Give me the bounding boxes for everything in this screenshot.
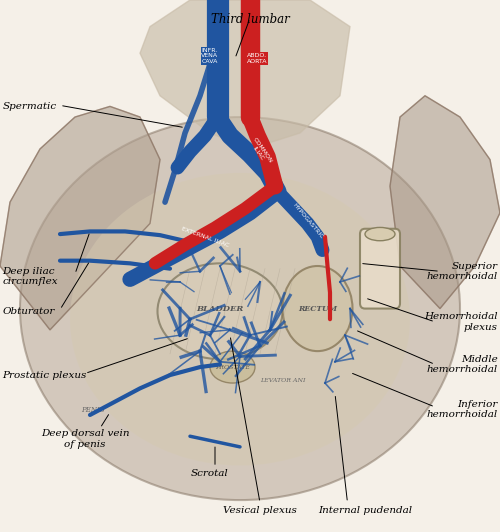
Text: PROSTATE: PROSTATE: [215, 364, 250, 370]
Text: COMMON
ILIAC: COMMON ILIAC: [247, 136, 273, 167]
Ellipse shape: [20, 117, 460, 500]
Text: Vesical plexus: Vesical plexus: [223, 506, 297, 515]
Text: RECTUM: RECTUM: [298, 304, 337, 313]
Text: Superior
hemorrhoidal: Superior hemorrhoidal: [426, 262, 498, 281]
Text: Obturator: Obturator: [2, 307, 55, 315]
Text: BLADDER: BLADDER: [196, 304, 244, 313]
Polygon shape: [0, 106, 160, 330]
Text: Spermatic: Spermatic: [2, 102, 56, 111]
Text: Scrotal: Scrotal: [191, 469, 229, 478]
Ellipse shape: [158, 263, 282, 359]
Text: ABDO.
AORTA: ABDO. AORTA: [247, 53, 268, 64]
Ellipse shape: [70, 173, 410, 466]
Text: Third lumbar: Third lumbar: [210, 13, 290, 26]
Polygon shape: [390, 96, 500, 309]
FancyBboxPatch shape: [360, 229, 400, 309]
Polygon shape: [140, 0, 350, 149]
Ellipse shape: [365, 228, 395, 240]
Text: Inferior
hemorrhoidal: Inferior hemorrhoidal: [426, 400, 498, 419]
Text: PENIS: PENIS: [81, 405, 104, 414]
Text: Middle
hemorrhoidal: Middle hemorrhoidal: [426, 355, 498, 374]
Text: LEVATOR ANI: LEVATOR ANI: [260, 378, 305, 383]
Text: Prostatic plexus: Prostatic plexus: [2, 371, 87, 379]
Ellipse shape: [282, 266, 352, 351]
Text: EXTERNAL ILIAC: EXTERNAL ILIAC: [180, 226, 230, 248]
Ellipse shape: [210, 351, 255, 383]
Text: Hemorrhoidal
plexus: Hemorrhoidal plexus: [424, 312, 498, 331]
Text: Internal pudendal: Internal pudendal: [318, 506, 412, 515]
Text: HYPOGASTRIC: HYPOGASTRIC: [291, 202, 324, 239]
Text: Deep dorsal vein
of penis: Deep dorsal vein of penis: [41, 429, 129, 448]
Text: Deep iliac
circumflex: Deep iliac circumflex: [2, 267, 58, 286]
Text: INFR.
VENA
CAVA: INFR. VENA CAVA: [202, 47, 218, 64]
